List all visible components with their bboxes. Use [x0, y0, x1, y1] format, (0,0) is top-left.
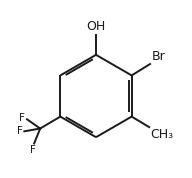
Text: F: F	[19, 113, 25, 123]
Text: Br: Br	[151, 50, 165, 63]
Text: OH: OH	[86, 20, 106, 33]
Text: F: F	[30, 145, 36, 155]
Text: CH₃: CH₃	[151, 128, 174, 141]
Text: F: F	[17, 126, 23, 136]
